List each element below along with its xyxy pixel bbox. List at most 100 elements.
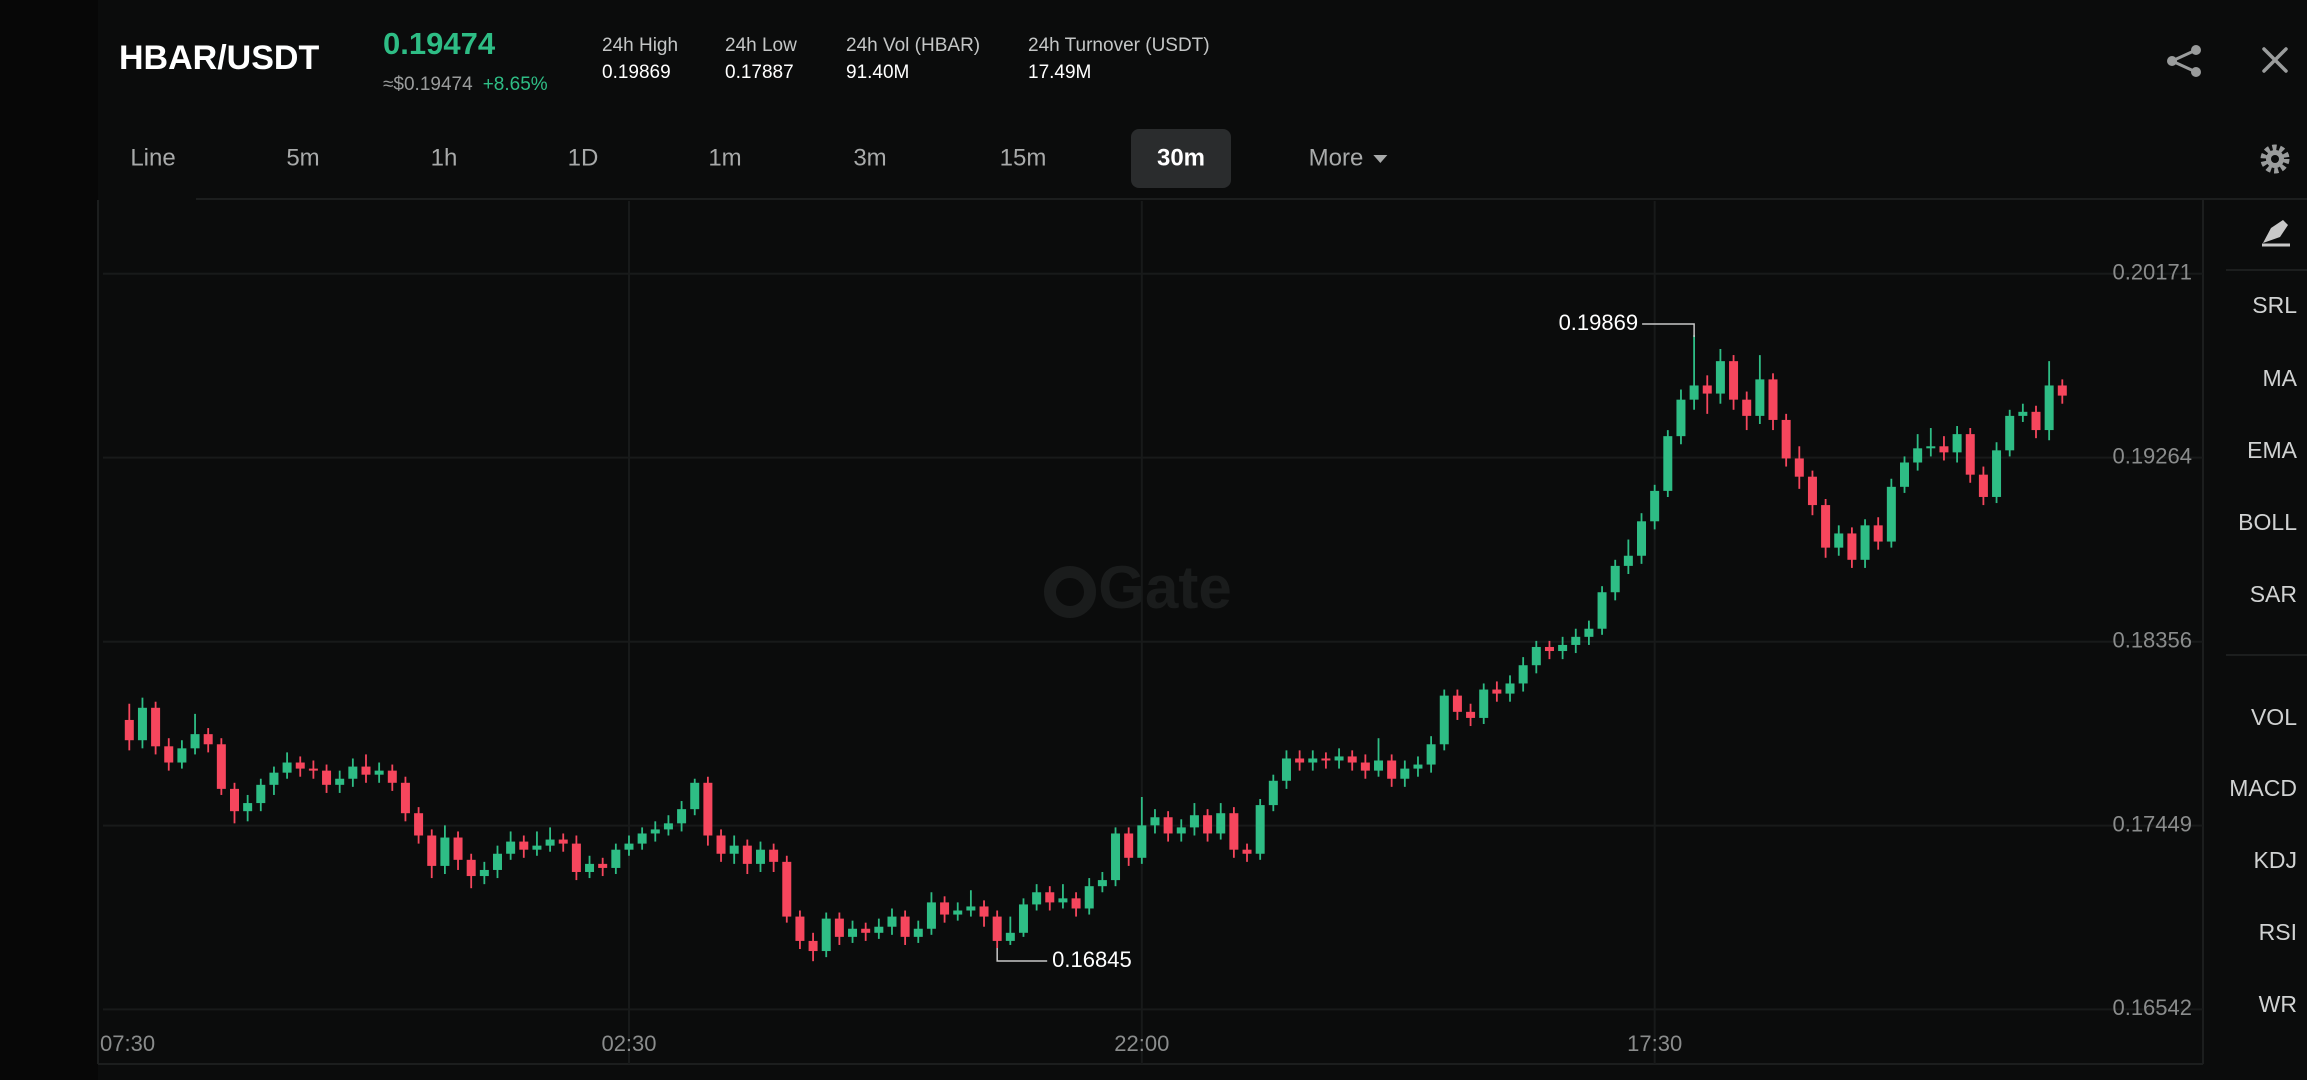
- candle-body: [453, 837, 463, 860]
- candle-body: [992, 916, 1002, 941]
- candle-body: [1137, 825, 1147, 858]
- tab[interactable]: 30m: [1157, 144, 1205, 171]
- tab[interactable]: 15m: [1000, 144, 1047, 171]
- high-marker-line: [1642, 323, 1695, 337]
- candle-body: [755, 849, 765, 864]
- candle-body: [979, 906, 989, 917]
- candle-body: [874, 926, 884, 933]
- candle-body: [1926, 446, 1936, 449]
- candle-body: [361, 766, 371, 775]
- candle-body: [1860, 525, 1870, 560]
- candle-body: [1847, 533, 1857, 560]
- candle-body: [821, 918, 831, 952]
- settings-icon[interactable]: [2260, 144, 2290, 174]
- candle-body: [1295, 758, 1305, 763]
- tab[interactable]: 3m: [853, 144, 886, 171]
- tab[interactable]: More: [1309, 144, 1364, 171]
- candle-body: [164, 746, 174, 763]
- candle-body: [1268, 780, 1278, 806]
- candle-body: [1005, 932, 1015, 941]
- candle-body: [861, 928, 871, 933]
- indicator-button[interactable]: MA: [2263, 365, 2298, 391]
- candle-body: [1584, 628, 1594, 637]
- candle-body: [1781, 419, 1791, 459]
- candle-body: [585, 863, 595, 872]
- candle-body: [1242, 849, 1252, 854]
- candle-body: [1124, 833, 1134, 858]
- candle-body: [1032, 892, 1042, 905]
- candle-body: [1702, 385, 1712, 394]
- tab[interactable]: Line: [130, 144, 175, 171]
- candle-body: [795, 916, 805, 941]
- candle-body: [1229, 813, 1239, 850]
- candle-body: [177, 748, 187, 763]
- y-tick-label: 0.19264: [2112, 443, 2192, 468]
- stat-label: 24h High: [602, 35, 678, 56]
- candle-body: [1663, 436, 1673, 491]
- watermark: Gate: [1098, 554, 1231, 621]
- stat-label: 24h Low: [725, 35, 797, 56]
- candle-body: [1374, 760, 1384, 771]
- candle-body: [1518, 665, 1528, 684]
- candle-body: [966, 906, 976, 911]
- share-icon[interactable]: [2167, 45, 2201, 77]
- candle-body: [414, 813, 424, 836]
- indicator-button[interactable]: SRL: [2252, 292, 2297, 318]
- candle-body: [1676, 399, 1686, 437]
- candle-body: [1255, 805, 1265, 854]
- candle-body: [124, 719, 134, 741]
- tab[interactable]: 1m: [708, 144, 741, 171]
- candle-body: [913, 928, 923, 937]
- indicator-button[interactable]: KDJ: [2254, 847, 2297, 873]
- stat-value: 0.19869: [602, 62, 671, 83]
- candle-body: [769, 849, 779, 862]
- indicator-button[interactable]: EMA: [2247, 437, 2298, 463]
- y-tick-label: 0.18356: [2112, 628, 2192, 653]
- candle-body: [808, 940, 818, 952]
- last-price: 0.19474: [383, 26, 496, 61]
- stat-label: 24h Vol (HBAR): [846, 35, 980, 56]
- candle-body: [1045, 892, 1055, 903]
- indicator-button[interactable]: MACD: [2229, 775, 2297, 801]
- y-tick-label: 0.17449: [2112, 811, 2192, 836]
- candle-body: [782, 861, 792, 917]
- close-icon[interactable]: [2262, 47, 2288, 73]
- indicator-button[interactable]: SAR: [2250, 581, 2297, 607]
- candle-body: [374, 770, 384, 775]
- candle-body: [519, 841, 529, 850]
- candle-body: [1992, 450, 2002, 497]
- candle-body: [1308, 758, 1318, 763]
- candle-body: [1505, 683, 1515, 694]
- candle-body: [322, 770, 332, 785]
- tab[interactable]: 1h: [431, 144, 458, 171]
- candle-body: [663, 823, 673, 830]
- candle-body: [624, 843, 634, 850]
- candle-body: [1873, 525, 1883, 542]
- tab[interactable]: 5m: [286, 144, 319, 171]
- candle-body: [1216, 813, 1226, 834]
- candle-body: [1321, 758, 1331, 761]
- candle-body: [1650, 490, 1660, 522]
- candle-body: [545, 839, 555, 846]
- candle-body: [492, 853, 502, 870]
- draw-icon[interactable]: [2262, 220, 2290, 247]
- candle-body: [848, 928, 858, 937]
- candle-body: [926, 902, 936, 929]
- indicator-button[interactable]: VOL: [2251, 704, 2297, 730]
- candle-body: [466, 859, 476, 877]
- candle-body: [558, 839, 568, 844]
- stat-label: 24h Turnover (USDT): [1028, 35, 1210, 56]
- candle-body: [611, 849, 621, 868]
- candle-body: [1637, 521, 1647, 556]
- usd-price: ≈$0.19474: [383, 74, 473, 95]
- candle-body: [1400, 768, 1410, 779]
- stat-value: 0.17887: [725, 62, 794, 83]
- indicator-button[interactable]: RSI: [2259, 919, 2297, 945]
- tab-selected-bg: [1131, 129, 1231, 188]
- candle-body: [440, 837, 450, 866]
- tab[interactable]: 1D: [568, 144, 599, 171]
- indicator-button[interactable]: BOLL: [2238, 509, 2297, 535]
- indicator-button[interactable]: WR: [2259, 991, 2297, 1017]
